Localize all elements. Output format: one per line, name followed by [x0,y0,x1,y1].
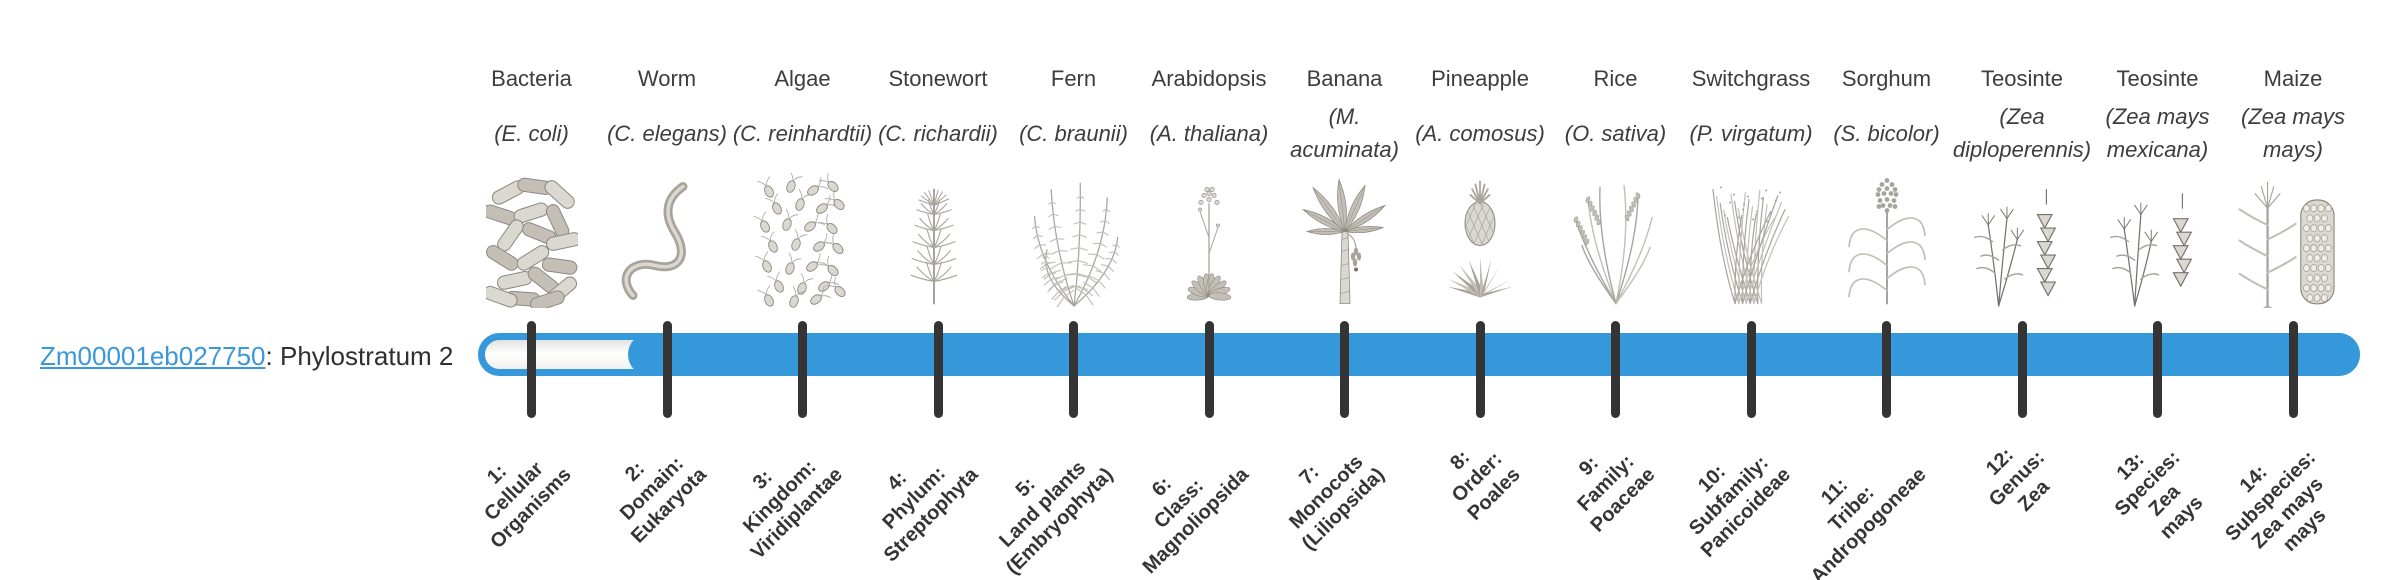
organism-common-name: Sorghum [1841,66,1932,91]
organism-common-name: Teosinte [1981,66,2063,91]
stratum-tick [662,321,672,418]
organism-common-name: Maize [2263,66,2323,91]
stratum-tick [1204,321,1214,418]
stratum-tick [1069,321,1078,418]
organism-common-name: Worm [637,66,697,91]
algae-illustration [733,168,873,308]
sorghum-illustration [1817,168,1957,308]
organism-scientific-name: (A. thaliana) [1149,120,1269,146]
organism-scientific-name: (M. acuminata) [1290,104,1399,162]
organism-common-name: Rice [1593,66,1638,91]
organism-common-name: Algae [774,66,831,91]
stratum-tick [798,321,807,418]
organism-scientific-name: (C. elegans) [607,120,727,146]
stratum-tick [1611,321,1620,418]
stratum-tick [1340,321,1349,418]
stratum-tick [2288,321,2298,418]
timeline-fill [628,333,2360,376]
organism-scientific-name: (P. virgatum) [1689,120,1813,146]
organism-scientific-name: (Zea diploperennis) [1952,104,2092,162]
organism-common-name: Switchgrass [1691,66,1811,91]
gene-id-link[interactable]: Zm00001eb027750 [40,341,266,371]
organism-scientific-name: (Zea mays mexicana) [2105,104,2210,162]
organism-common-name: Stonewort [888,66,988,91]
rice-illustration [1546,168,1686,308]
organism-common-name: Bacteria [491,66,572,91]
switchgrass-illustration [1681,168,1821,308]
organism-common-name: Banana [1306,66,1383,91]
stratum-tick [933,321,943,418]
stratum-tick [527,321,536,418]
stratum-tick [2153,321,2162,418]
organism-common-name: Arabidopsis [1151,66,1267,91]
bacteria-illustration [462,168,602,308]
worm-illustration [597,168,737,308]
organism-scientific-name: (C. braunii) [1019,120,1128,146]
stratum-tick [1746,321,1756,418]
teosinte-diploperennis-illustration [1952,168,2092,308]
organism-common-name: Fern [1050,66,1097,91]
gene-stratum-text: : Phylostratum 2 [265,341,454,371]
stonewort-illustration [868,168,1008,308]
organism-common-name: Pineapple [1431,66,1529,91]
stratum-tick [2017,321,2027,418]
arabidopsis-illustration [1139,168,1279,308]
stratum-tick [1475,321,1485,418]
organism-scientific-name: (C. richardii) [878,120,998,146]
gene-label: Zm00001eb027750: Phylostratum 2 [40,341,453,371]
organism-scientific-name: (Zea mays mays) [2241,104,2345,162]
fern-illustration [1004,168,1144,308]
maize-illustration [2223,168,2363,308]
organism-scientific-name: (O. sativa) [1564,120,1667,146]
banana-illustration [1275,168,1415,308]
organism-scientific-name: (A. comosus) [1415,120,1545,146]
organism-scientific-name: (E. coli) [494,120,569,146]
organism-common-name: Teosinte [2116,66,2199,91]
teosinte-mexicana-illustration [2088,168,2228,308]
organism-scientific-name: (S. bicolor) [1833,120,1940,146]
organism-scientific-name: (C. reinhardtii) [732,120,873,146]
stratum-tick [1882,321,1891,418]
pineapple-illustration [1410,168,1550,308]
